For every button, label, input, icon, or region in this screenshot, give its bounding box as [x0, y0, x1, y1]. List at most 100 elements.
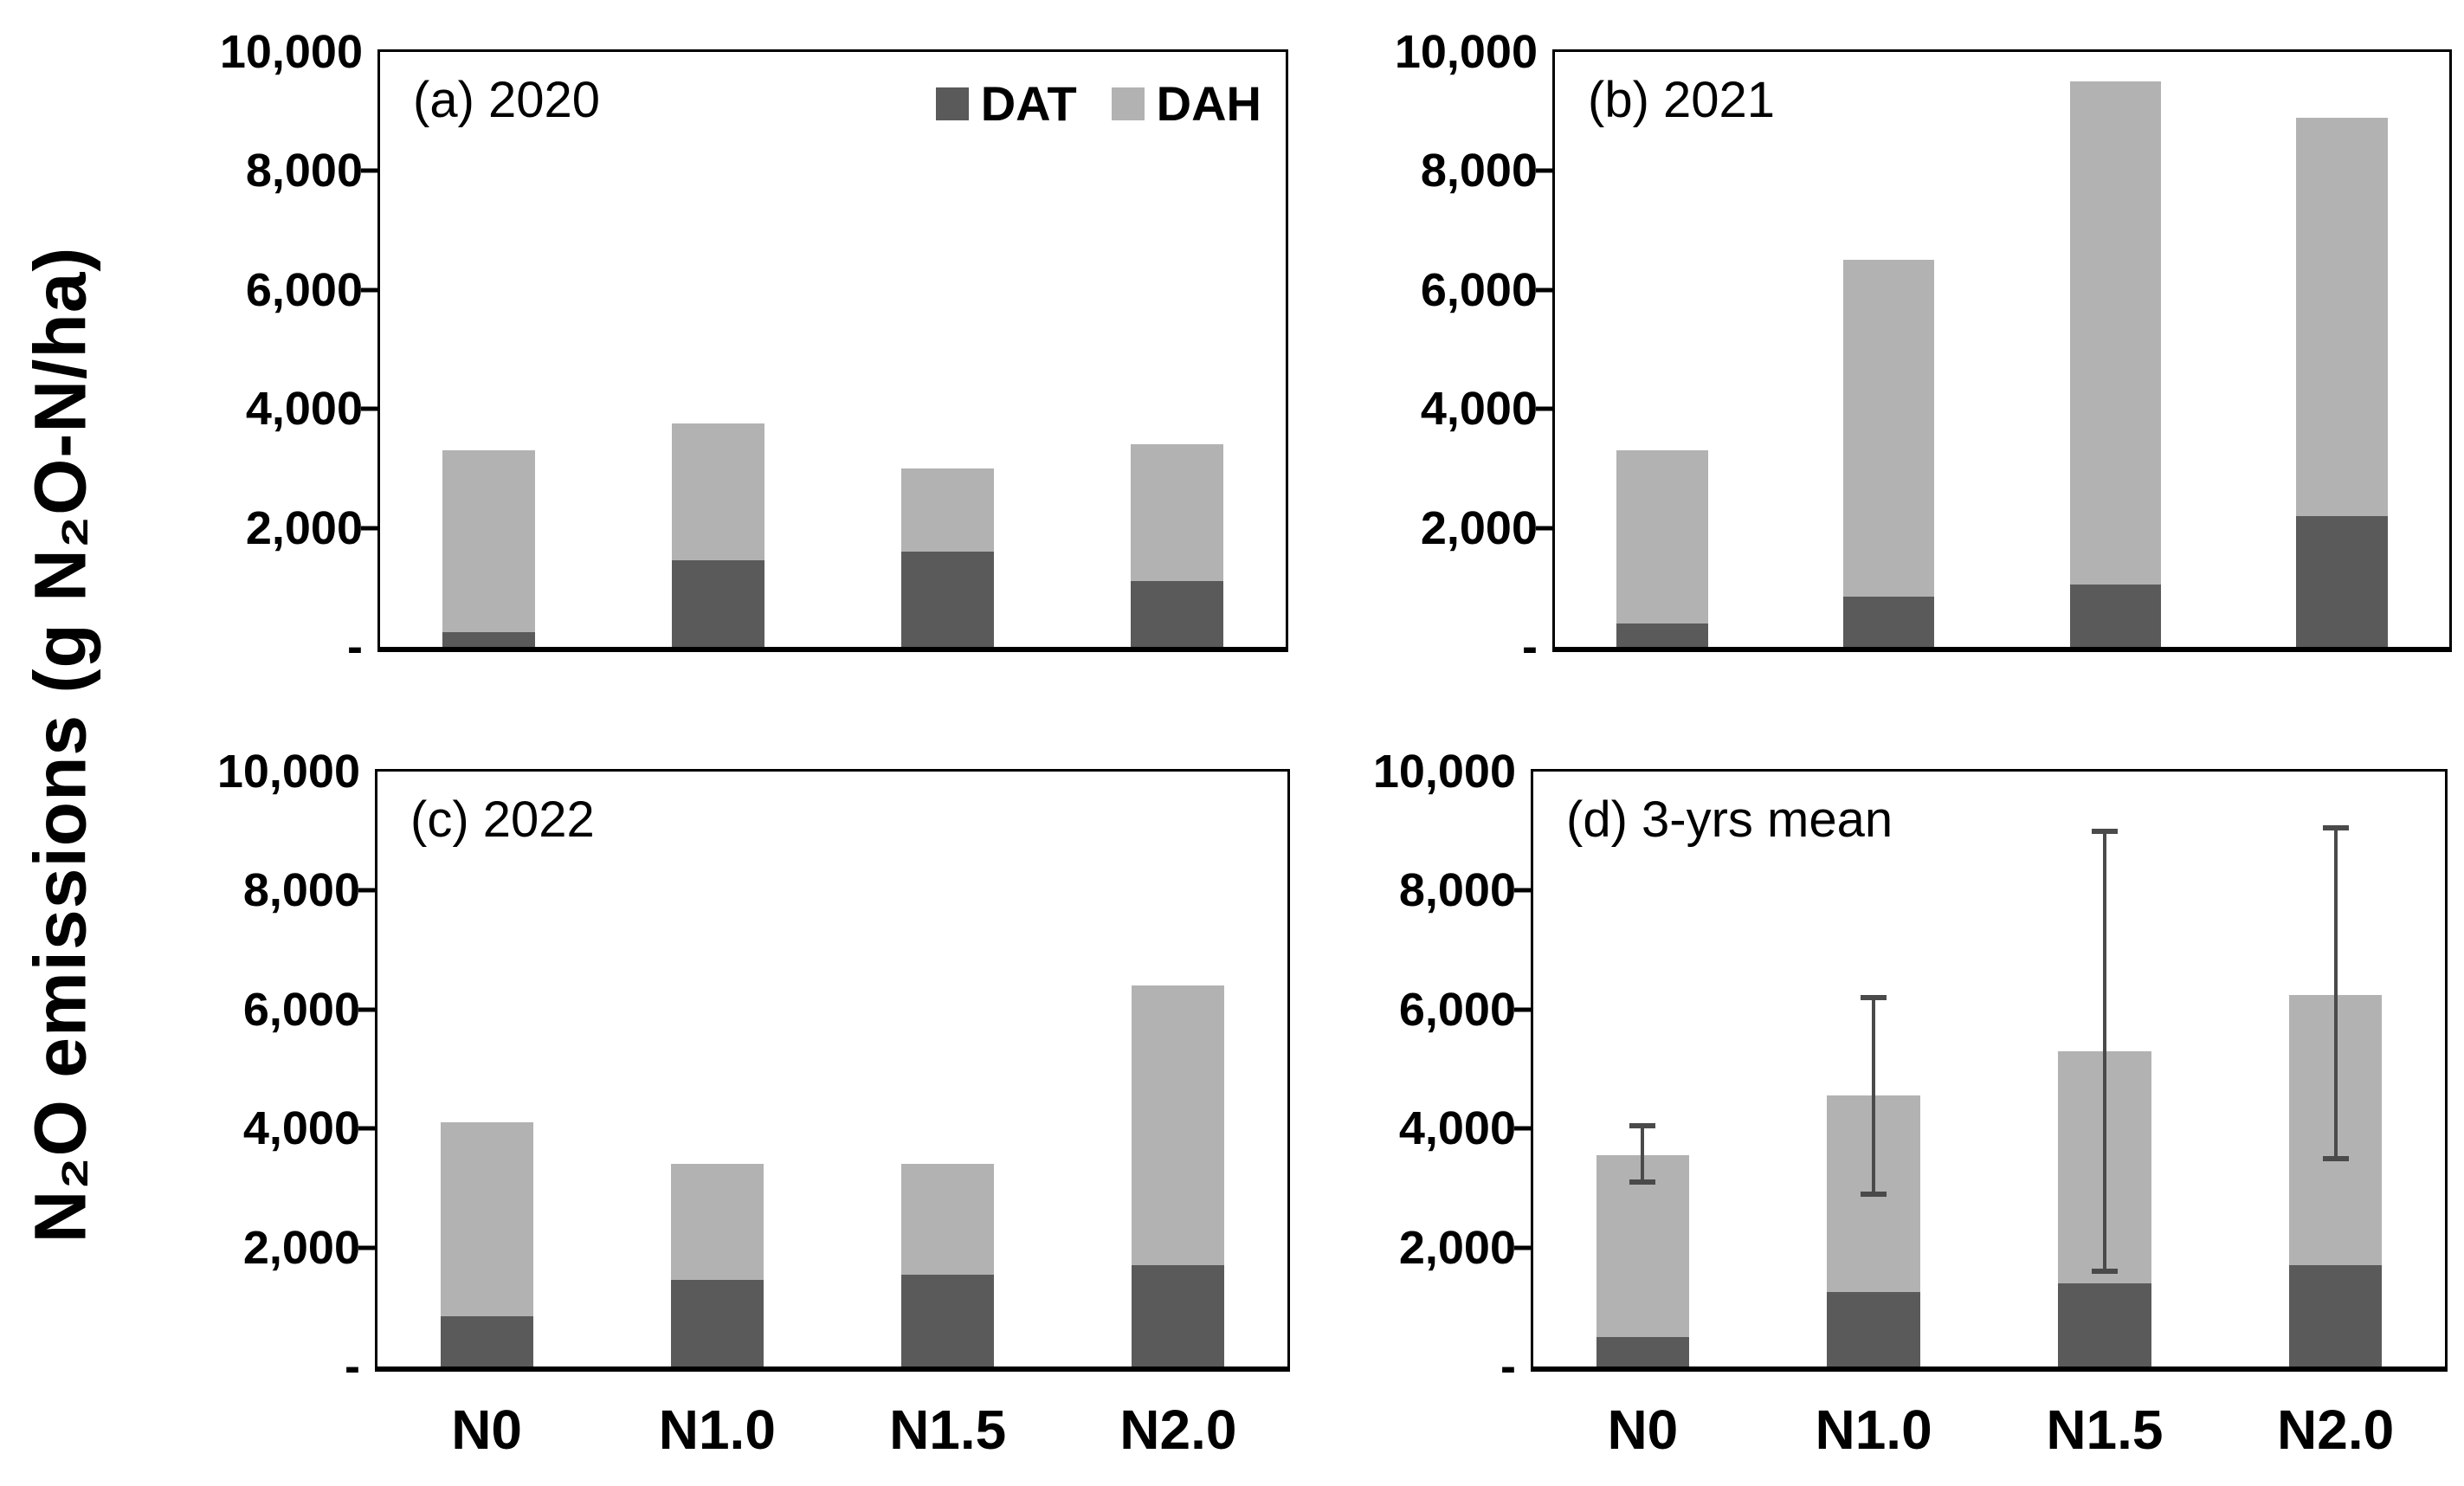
bar-segment-dah [672, 423, 764, 561]
panel-title-c: (c) 2022 [410, 791, 595, 848]
bar-segment-dat [2069, 584, 2162, 647]
y-tick-mark [361, 526, 380, 531]
bar-segment-dah [440, 1122, 533, 1316]
bar-segment-dat [2058, 1282, 2151, 1366]
bar-segment-dat [440, 1315, 533, 1366]
x-tick-label: N0 [1607, 1399, 1679, 1461]
bar-segment-dat [2288, 1265, 2383, 1366]
y-tick-label: 10,000 [1372, 746, 1516, 798]
plot-area-b [1555, 52, 2449, 647]
error-bar-cap-bottom [2091, 1269, 2118, 1275]
bar-segment-dah [1596, 1155, 1690, 1337]
x-tick-label: N1.0 [658, 1399, 776, 1461]
bar-segment-dah [442, 450, 535, 632]
error-bar-line [2333, 828, 2338, 1159]
bar-segment-dat [1131, 581, 1223, 647]
y-tick-label: 4,000 [1420, 383, 1538, 436]
x-tick-label: N1.5 [2046, 1399, 2164, 1461]
y-tick-label: 6,000 [1420, 263, 1538, 316]
bar-segment-dat [442, 631, 535, 647]
y-tick-label: 10,000 [1394, 26, 1538, 78]
y-tick-label: 8,000 [1420, 145, 1538, 197]
legend-label-dat: DAT [980, 76, 1077, 131]
panel-title-d: (d) 3-yrs mean [1566, 791, 1893, 848]
error-bar-line [2102, 830, 2106, 1272]
bar-segment-dat [1842, 596, 1935, 647]
y-tick-mark [358, 1007, 377, 1012]
y-tick-mark [361, 406, 380, 411]
y-tick-mark [1514, 1007, 1533, 1012]
error-bar-cap-top [2322, 825, 2349, 831]
legend-swatch-dah [1111, 87, 1145, 120]
bar-segment-dat [1827, 1292, 1920, 1366]
bar-segment-dat [1616, 623, 1708, 647]
y-tick-label: 2,000 [1420, 501, 1538, 554]
y-tick-label: - [1522, 621, 1538, 673]
y-tick-label: 10,000 [216, 746, 360, 798]
y-tick-label: 4,000 [1398, 1102, 1516, 1155]
y-tick-mark [1536, 288, 1555, 293]
x-tick-label: N1.5 [889, 1399, 1007, 1461]
y-tick-mark [361, 168, 380, 173]
bar-segment-dat [1132, 1265, 1225, 1366]
panel-b-2021: (b) 2021 10,000 8,000 6,000 4,000 2,000 - [1395, 29, 2452, 670]
plot-area-a [380, 52, 1286, 647]
y-tick-mark [1536, 526, 1555, 531]
y-tick-mark [358, 1245, 377, 1250]
y-tick-mark [1536, 406, 1555, 411]
y-tick-mark [1536, 168, 1555, 173]
bar-segment-dah [2296, 117, 2388, 516]
plot-area-d [1533, 772, 2445, 1366]
x-tick-label: N1.0 [1815, 1399, 1932, 1461]
y-tick-label: 6,000 [1398, 983, 1516, 1036]
y-tick-label: 10,000 [219, 26, 363, 78]
y-tick-mark [358, 888, 377, 893]
bar-segment-dah [2069, 81, 2162, 585]
panel-title-b: (b) 2021 [1588, 72, 1776, 128]
error-bar-cap-top [1861, 995, 1887, 1001]
y-tick-label: 8,000 [245, 145, 363, 197]
y-axis-title: N₂O emissions (g N₂O-N/ha) [19, 246, 101, 1244]
bar-segment-dat [670, 1280, 764, 1366]
y-tick-mark [1514, 1245, 1533, 1250]
bar-segment-dat [901, 1274, 995, 1366]
y-tick-label: 6,000 [242, 983, 360, 1036]
y-tick-mark [358, 1126, 377, 1131]
x-tick-label: N2.0 [2277, 1399, 2395, 1461]
legend: DAT DAH [935, 76, 1261, 131]
bar-segment-dah [901, 468, 994, 552]
error-bar-line [1872, 998, 1876, 1194]
x-tick-label: N0 [451, 1399, 523, 1461]
y-tick-label: - [345, 1341, 360, 1392]
panel-d-3yrs-mean: (d) 3-yrs mean 10,000 8,000 6,000 4,000 2,00… [1373, 748, 2448, 1461]
bar-segment-dat [1596, 1336, 1690, 1366]
y-tick-label: 8,000 [242, 864, 360, 917]
bar-segment-dat [2296, 515, 2388, 647]
y-tick-label: 6,000 [245, 263, 363, 316]
bar-segment-dat [672, 560, 764, 647]
y-tick-label: 4,000 [245, 383, 363, 436]
bar-segment-dah [670, 1164, 764, 1281]
y-tick-mark [1514, 1126, 1533, 1131]
legend-swatch-dat [935, 87, 969, 120]
y-tick-label: 8,000 [1398, 864, 1516, 917]
y-tick-label: 2,000 [1398, 1221, 1516, 1274]
error-bar-cap-bottom [1861, 1191, 1887, 1197]
error-bar-cap-bottom [1629, 1179, 1656, 1186]
y-tick-label: 2,000 [245, 501, 363, 554]
y-tick-mark [1514, 888, 1533, 893]
y-tick-label: - [1500, 1341, 1516, 1392]
y-tick-label: 4,000 [242, 1102, 360, 1155]
error-bar-line [1641, 1125, 1645, 1183]
error-bar-cap-top [2091, 828, 2118, 834]
legend-label-dah: DAH [1156, 76, 1261, 131]
x-tick-label: N2.0 [1119, 1399, 1237, 1461]
panel-a-2020: (a) 2020 DAT DAH 10,000 8,000 6,000 4,000 2,… [220, 29, 1288, 670]
bar-segment-dah [1842, 260, 1935, 597]
error-bar-cap-bottom [2322, 1155, 2349, 1161]
bar-segment-dat [901, 552, 994, 647]
panel-title-a: (a) 2020 [413, 72, 601, 128]
panel-c-2022: (c) 2022 10,000 8,000 6,000 4,000 2,000 - N0 N1… [217, 748, 1290, 1461]
error-bar-cap-top [1629, 1122, 1656, 1128]
